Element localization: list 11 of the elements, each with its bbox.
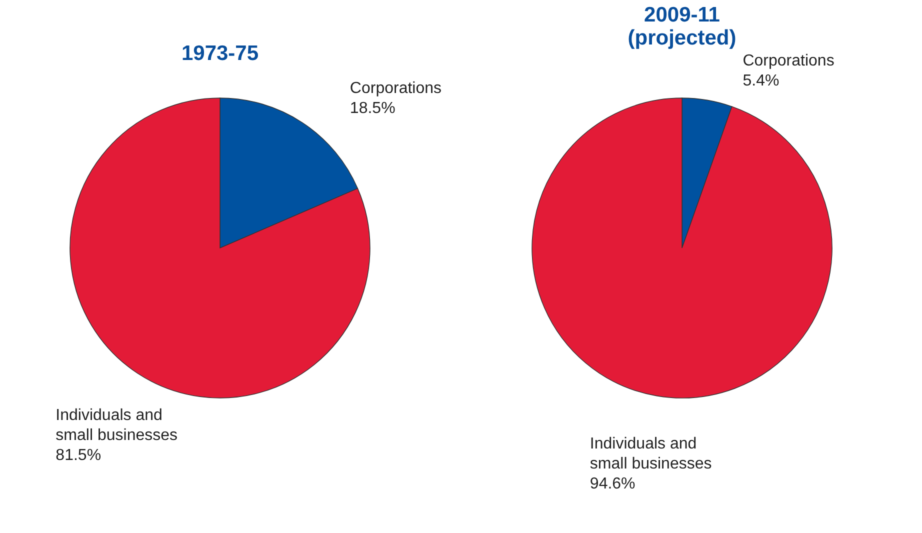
slice-label: Individuals and small businesses <box>590 435 712 472</box>
chart-title: 1973-75 <box>181 42 259 65</box>
data-label: 94.6% <box>590 475 636 492</box>
data-label: 81.5% <box>56 446 102 464</box>
slice-label: Corporations <box>742 52 834 70</box>
pie-slice <box>532 98 832 398</box>
slice-label: Individuals and small businesses <box>56 406 178 444</box>
chart-title: 2009-11 (projected) <box>628 4 736 50</box>
data-label: 5.4% <box>742 72 780 90</box>
data-label: 18.5% <box>350 100 396 117</box>
slice-label: Corporations <box>350 80 442 97</box>
